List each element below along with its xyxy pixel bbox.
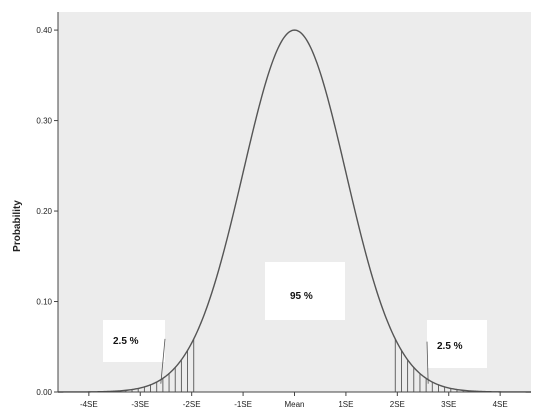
label-box xyxy=(265,262,345,320)
y-tick-label: 0.20 xyxy=(36,207,52,216)
annotation-text: 2.5 % xyxy=(113,336,139,347)
x-tick-label: 2SE xyxy=(390,400,405,409)
x-axis-ticks: -4SE -3SE -2SE -1SE Mean 1SE 2SE 3SE 4SE xyxy=(80,392,508,409)
y-tick-label: 0.30 xyxy=(36,117,52,126)
pointer-line xyxy=(160,338,166,384)
x-tick-label: Mean xyxy=(284,400,304,409)
pointer-line xyxy=(426,341,429,384)
y-axis-ticks: 0.00 0.10 0.20 0.30 0.40 xyxy=(36,26,58,397)
shaded-tail-right xyxy=(394,338,464,392)
y-tick-label: 0.10 xyxy=(36,298,52,307)
normal-curve xyxy=(58,29,531,393)
annotation-left: 2.5 % xyxy=(103,320,166,384)
label-box xyxy=(427,320,487,368)
x-tick-label: -3SE xyxy=(131,400,149,409)
x-tick-label: -4SE xyxy=(80,400,98,409)
x-tick-label: 3SE xyxy=(441,400,456,409)
x-tick-label: -1SE xyxy=(234,400,252,409)
annotation-center: 95 % xyxy=(265,262,345,320)
annotation-text: 95 % xyxy=(290,291,313,302)
y-axis-title: Probability xyxy=(12,200,23,252)
y-tick-label: 0.00 xyxy=(36,388,52,397)
x-tick-label: -2SE xyxy=(183,400,201,409)
annotations: 2.5 % 95 % 2.5 % xyxy=(103,262,487,384)
shaded-tails xyxy=(125,338,464,392)
label-box xyxy=(103,320,165,362)
x-tick-label: 4SE xyxy=(493,400,508,409)
x-tick-label: 1SE xyxy=(338,400,353,409)
annotation-text: 2.5 % xyxy=(437,341,463,352)
y-tick-label: 0.40 xyxy=(36,26,52,35)
annotation-right: 2.5 % xyxy=(426,320,487,384)
